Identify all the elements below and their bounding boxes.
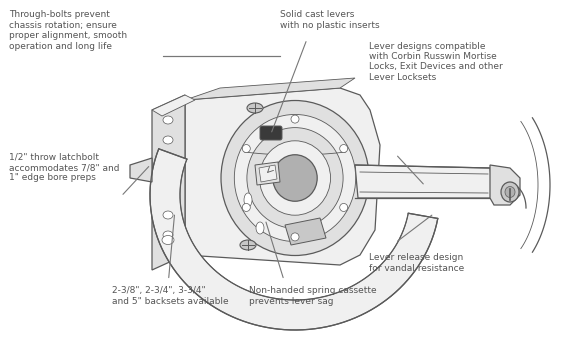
Ellipse shape <box>163 211 173 219</box>
Circle shape <box>243 203 251 211</box>
Ellipse shape <box>247 128 343 228</box>
Polygon shape <box>185 78 355 100</box>
Polygon shape <box>185 88 380 265</box>
Text: Lever designs compatible
with Corbin Russwin Mortise
Locks, Exit Devices and oth: Lever designs compatible with Corbin Rus… <box>369 42 503 82</box>
Polygon shape <box>255 162 280 185</box>
Ellipse shape <box>221 101 369 255</box>
Ellipse shape <box>505 186 515 197</box>
Polygon shape <box>490 165 520 205</box>
Ellipse shape <box>162 236 174 245</box>
Circle shape <box>340 145 348 153</box>
Ellipse shape <box>235 115 356 242</box>
FancyBboxPatch shape <box>260 126 282 140</box>
Ellipse shape <box>163 136 173 144</box>
Circle shape <box>340 203 348 211</box>
Polygon shape <box>130 158 152 182</box>
Ellipse shape <box>501 182 519 202</box>
Polygon shape <box>152 95 195 116</box>
Circle shape <box>243 145 251 153</box>
Text: Non-handed spring cassette
prevents lever sag: Non-handed spring cassette prevents leve… <box>249 286 376 306</box>
Polygon shape <box>355 165 494 198</box>
Text: Lever release design
for vandal resistance: Lever release design for vandal resistan… <box>369 253 464 273</box>
Text: Through-bolts prevent
chassis rotation; ensure
proper alignment, smooth
operatio: Through-bolts prevent chassis rotation; … <box>9 10 127 51</box>
Polygon shape <box>285 218 326 245</box>
Ellipse shape <box>163 116 173 124</box>
Text: 1/2" throw latchbolt
accommodates 7/8" and
1" edge bore preps: 1/2" throw latchbolt accommodates 7/8" a… <box>9 153 119 183</box>
Ellipse shape <box>260 141 331 215</box>
Polygon shape <box>150 149 438 330</box>
Polygon shape <box>152 95 185 270</box>
Ellipse shape <box>244 193 252 207</box>
Circle shape <box>291 233 299 241</box>
Ellipse shape <box>247 103 263 113</box>
Circle shape <box>291 115 299 123</box>
Ellipse shape <box>163 231 173 239</box>
Ellipse shape <box>273 155 317 201</box>
Text: Solid cast levers
with no plastic inserts: Solid cast levers with no plastic insert… <box>280 10 380 30</box>
Ellipse shape <box>256 222 264 234</box>
Polygon shape <box>259 165 277 182</box>
Text: 2-3/8", 2-3/4", 3-3/4"
and 5" backsets available: 2-3/8", 2-3/4", 3-3/4" and 5" backsets a… <box>112 286 228 306</box>
Ellipse shape <box>240 240 256 250</box>
